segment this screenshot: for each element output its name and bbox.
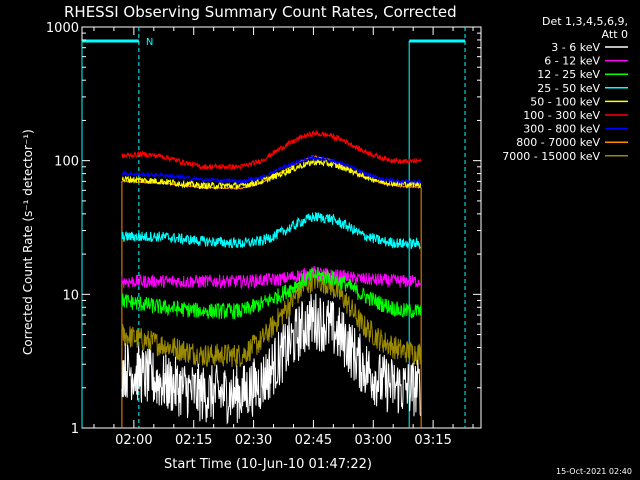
x-axis-label: Start Time (10-Jun-10 01:47:22) (164, 457, 372, 472)
chart-title: RHESSI Observing Summary Count Rates, Co… (64, 3, 457, 21)
series-line-0 (121, 293, 422, 425)
timestamp: 15-Oct-2021 02:40 (556, 467, 632, 476)
legend-label: 100 - 300 keV (523, 109, 600, 122)
series-line-8 (121, 269, 422, 367)
series-line-6 (121, 154, 422, 186)
legend-label: 6 - 12 keV (544, 55, 600, 68)
series-line-2 (121, 267, 422, 320)
y-axis-label: Corrected Count Rate (s⁻¹ detector⁻¹) (21, 129, 35, 355)
series-line-5 (121, 129, 422, 171)
legend-label: 800 - 7000 keV (516, 136, 600, 149)
y-tick-label: 1000 (46, 21, 79, 36)
x-tick-label: 02:00 (115, 433, 152, 448)
legend-label: 3 - 6 keV (551, 41, 600, 54)
plot-area: N (81, 26, 482, 429)
legend-label: 25 - 50 keV (537, 82, 600, 95)
legend-label: 50 - 100 keV (530, 95, 600, 108)
series-line-3 (121, 212, 422, 250)
series-line-1 (121, 266, 422, 290)
y-axis: 1 10 100 1000 (46, 21, 481, 437)
y-tick-label: 1 (71, 422, 79, 437)
attenuator-marker-label: N (146, 37, 153, 48)
series-line-4 (121, 158, 422, 191)
y-tick-label: 100 (54, 155, 79, 170)
legend-title: Det 1,3,4,5,6,9, (542, 15, 628, 28)
x-tick-label: 03:00 (355, 433, 392, 448)
legend-title: Att 0 (602, 28, 628, 41)
x-axis: 02:00 02:15 02:30 02:45 03:00 03:15 (93, 27, 474, 448)
x-tick-label: 02:45 (295, 433, 332, 448)
legend-label: 7000 - 15000 keV (502, 150, 600, 163)
y-tick-label: 10 (62, 288, 79, 303)
legend-label: 300 - 800 keV (523, 123, 600, 136)
x-tick-label: 02:30 (235, 433, 272, 448)
x-tick-label: 02:15 (175, 433, 212, 448)
legend-label: 12 - 25 keV (537, 68, 600, 81)
x-tick-label: 03:15 (414, 433, 451, 448)
